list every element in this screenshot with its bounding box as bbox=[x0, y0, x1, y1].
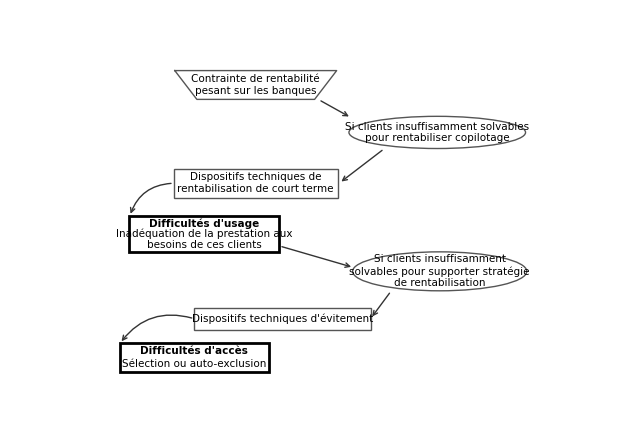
Text: Difficultés d'accès: Difficultés d'accès bbox=[141, 346, 248, 356]
Text: Dispositifs techniques d'évitement: Dispositifs techniques d'évitement bbox=[192, 314, 373, 324]
Text: Dispositifs techniques de
rentabilisation de court terme: Dispositifs techniques de rentabilisatio… bbox=[177, 172, 334, 194]
Text: Si clients insuffisamment solvables
pour rentabiliser copilotage: Si clients insuffisamment solvables pour… bbox=[345, 121, 529, 143]
Text: Difficultés d'usage: Difficultés d'usage bbox=[149, 218, 260, 228]
Text: Si clients insuffisamment
solvables pour supporter stratégie
de rentabilisation: Si clients insuffisamment solvables pour… bbox=[349, 254, 530, 288]
FancyArrowPatch shape bbox=[130, 183, 171, 213]
Text: Contrainte de rentabilité
pesant sur les banques: Contrainte de rentabilité pesant sur les… bbox=[191, 74, 320, 96]
Text: besoins de ces clients: besoins de ces clients bbox=[147, 240, 261, 250]
Polygon shape bbox=[175, 70, 337, 99]
Text: Inadéquation de la prestation aux: Inadéquation de la prestation aux bbox=[116, 229, 292, 239]
FancyBboxPatch shape bbox=[129, 216, 279, 252]
FancyBboxPatch shape bbox=[120, 343, 269, 372]
FancyBboxPatch shape bbox=[194, 308, 371, 330]
Ellipse shape bbox=[349, 116, 525, 149]
FancyArrowPatch shape bbox=[123, 315, 192, 340]
FancyBboxPatch shape bbox=[173, 169, 338, 198]
Ellipse shape bbox=[353, 252, 527, 291]
Text: Sélection ou auto-exclusion: Sélection ou auto-exclusion bbox=[122, 359, 266, 369]
